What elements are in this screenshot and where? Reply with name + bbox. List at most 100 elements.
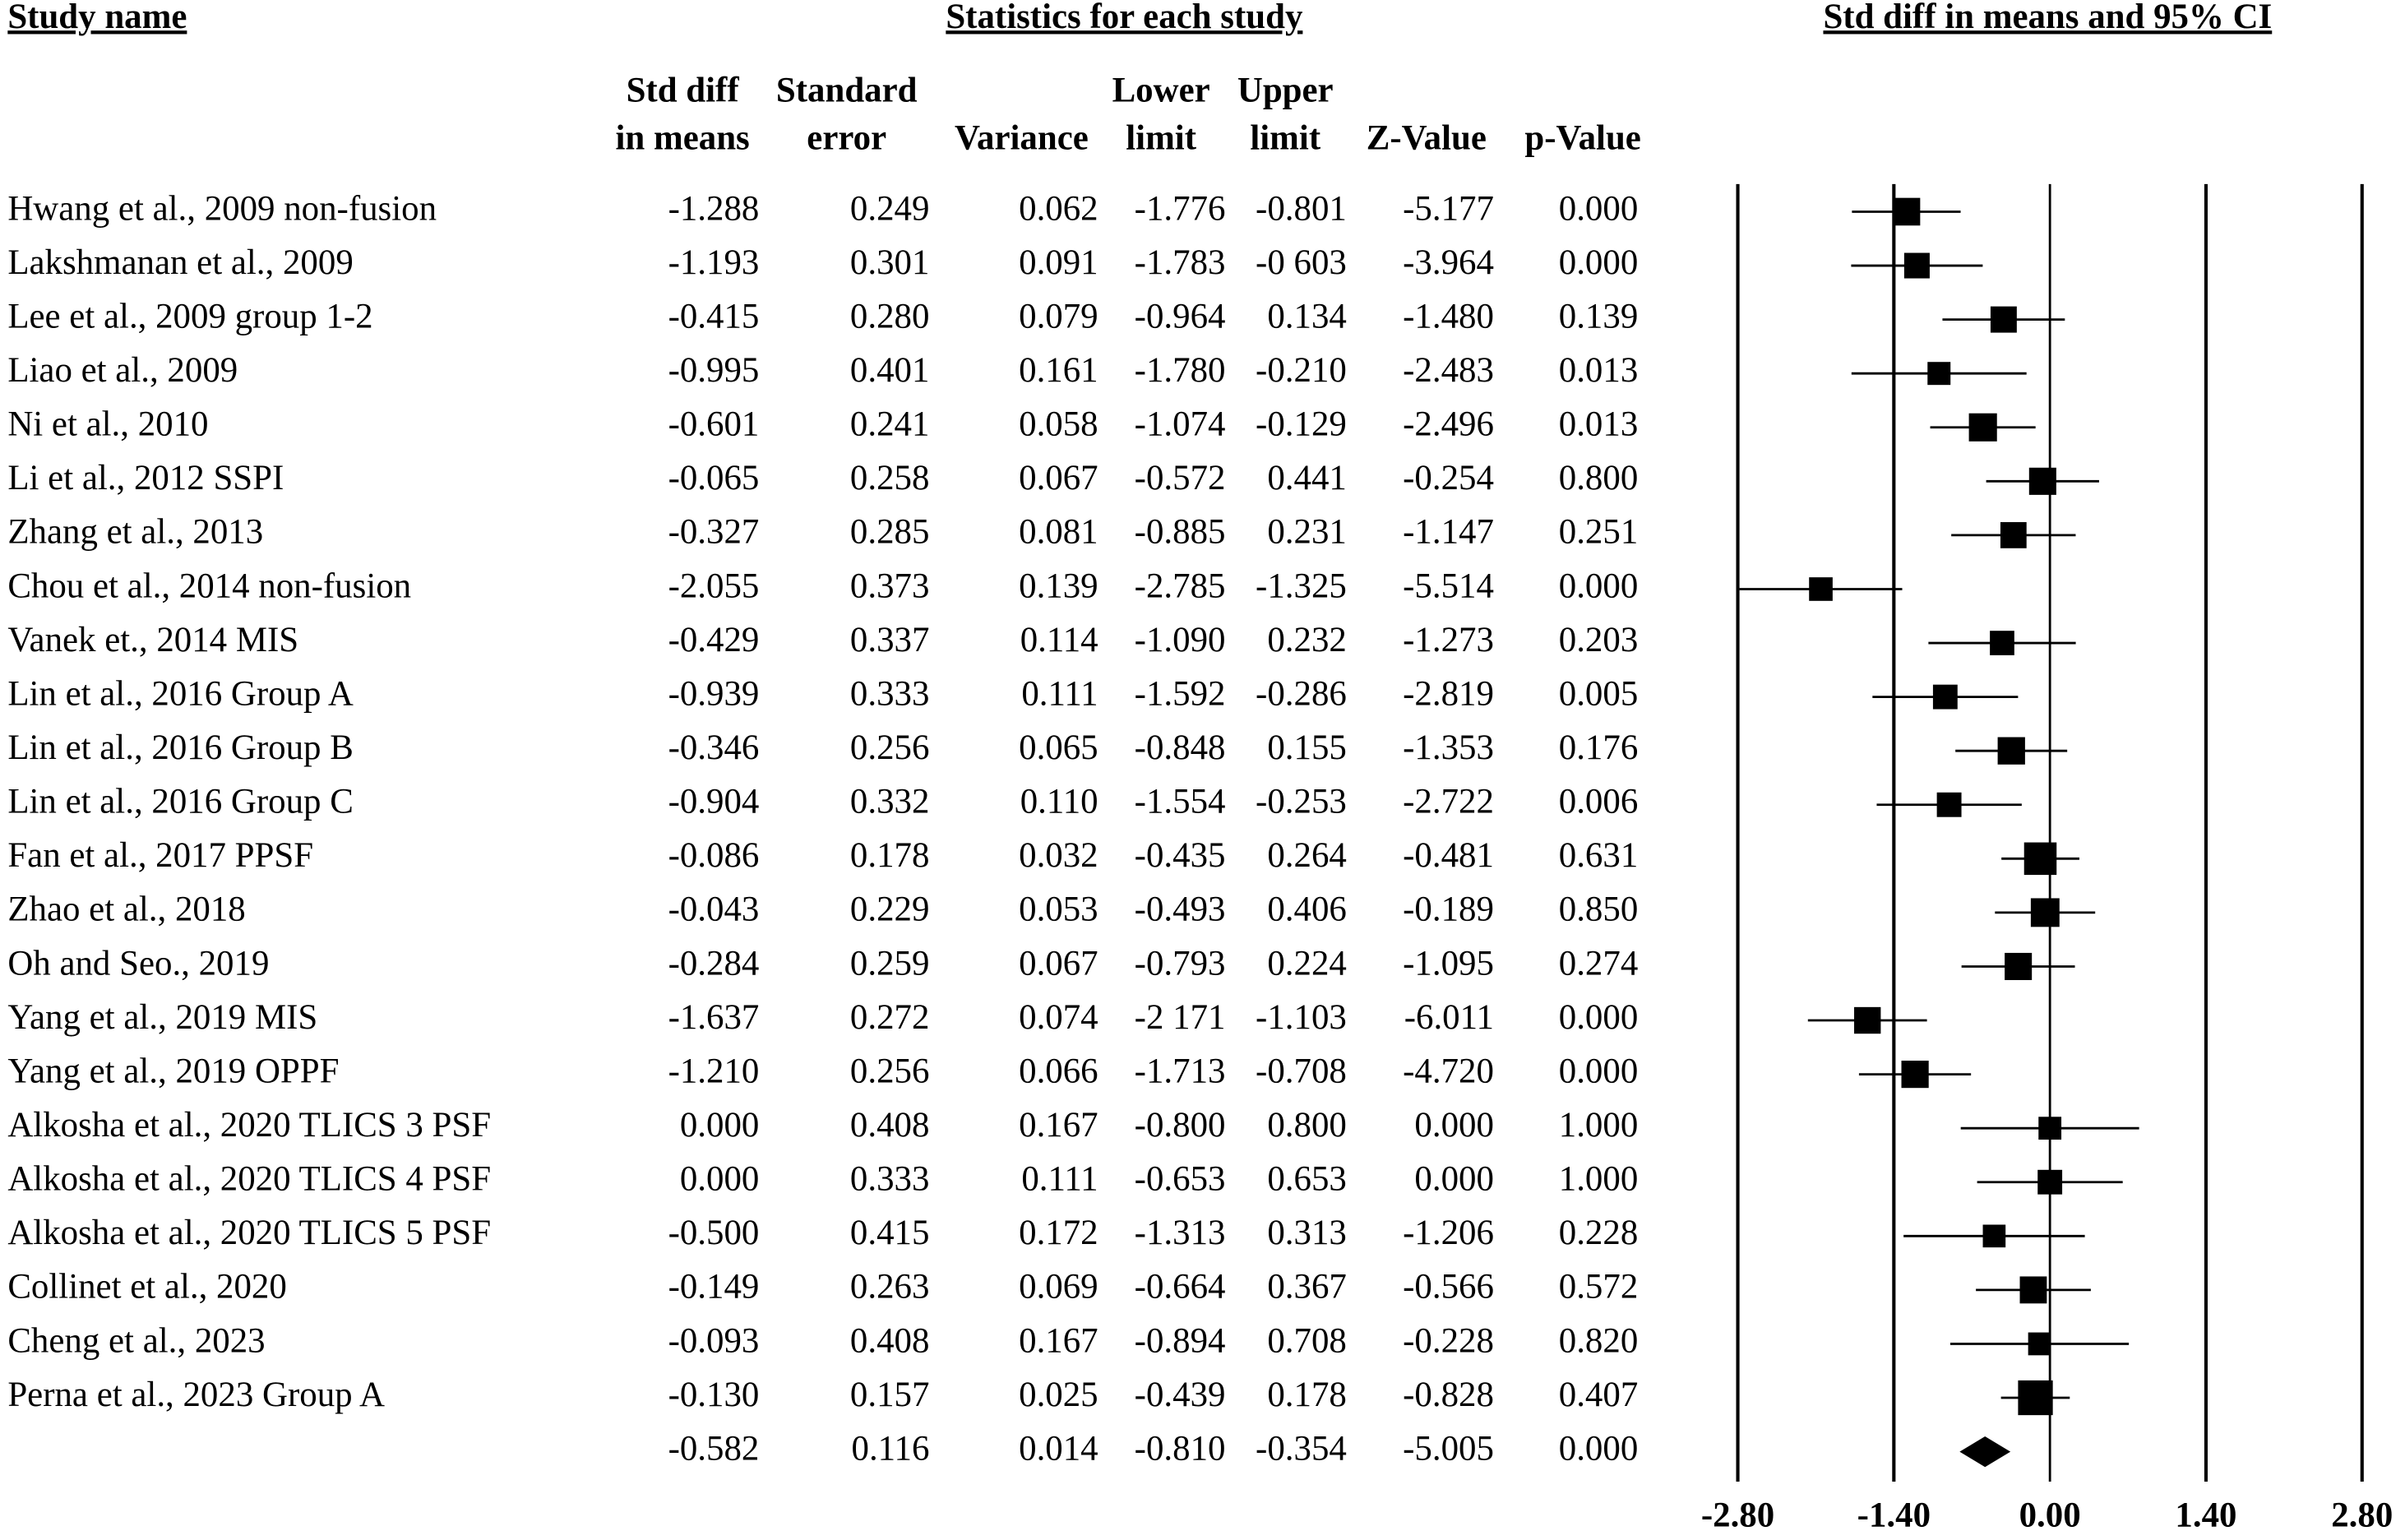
table-cell: -0.572 (1135, 459, 1226, 497)
table-cell: -0.601 (668, 405, 760, 444)
table-cell: 0.167 (1019, 1106, 1098, 1145)
effect-square (1901, 1061, 1929, 1089)
table-cell: -1.776 (1135, 189, 1226, 228)
table-cell: 0.081 (1019, 513, 1098, 552)
column-header: Standard (776, 72, 918, 110)
column-header: error (807, 119, 886, 158)
table-cell: 0.000 (1559, 189, 1639, 228)
group-header: Statistics for each study (946, 0, 1303, 36)
table-cell: 0.285 (850, 513, 930, 552)
table-cell: -0.086 (668, 836, 760, 875)
effect-square (1990, 631, 2014, 655)
table-cell: -0.800 (1135, 1106, 1226, 1145)
table-cell: -4.720 (1403, 1052, 1494, 1090)
effect-square (1927, 362, 1951, 386)
table-cell: -0.939 (668, 674, 760, 713)
column-header: Lower (1112, 72, 1210, 110)
table-cell: 0.313 (1267, 1214, 1347, 1252)
column-header: limit (1126, 119, 1196, 158)
table-cell: 0.013 (1559, 351, 1639, 390)
effect-square (1990, 306, 2017, 333)
table-cell: 0.653 (1267, 1160, 1347, 1199)
table-cell: -0 603 (1256, 243, 1347, 282)
effect-square (2028, 467, 2056, 495)
effect-square (1932, 684, 1958, 710)
effect-square (2000, 522, 2027, 548)
table-cell: 0.850 (1559, 890, 1639, 929)
table-cell: -1.480 (1403, 297, 1494, 335)
table-cell: -0.354 (1256, 1429, 1347, 1468)
table-cell: 0.032 (1019, 836, 1098, 875)
study-name: Collinet et al., 2020 (7, 1268, 287, 1306)
effect-square (1936, 792, 1962, 817)
study-name: Lee et al., 2009 group 1-2 (7, 297, 372, 335)
table-cell: -1.313 (1135, 1214, 1226, 1252)
table-cell: 0.074 (1019, 998, 1098, 1037)
table-cell: 0.000 (1559, 243, 1639, 282)
table-cell: -1.193 (668, 243, 760, 282)
table-cell: 0.259 (850, 944, 930, 983)
table-cell: -0.210 (1256, 351, 1347, 390)
table-cell: -1.325 (1256, 567, 1347, 605)
table-cell: -0.810 (1135, 1429, 1226, 1468)
study-name: Chou et al., 2014 non-fusion (7, 567, 411, 605)
table-cell: 0.441 (1267, 459, 1347, 497)
table-cell: 0.203 (1559, 621, 1639, 659)
effect-square (2037, 1169, 2063, 1195)
table-cell: -1.592 (1135, 674, 1226, 713)
table-cell: -0.189 (1403, 890, 1494, 929)
table-cell: 0.408 (850, 1106, 930, 1145)
column-header: Upper (1237, 72, 1334, 110)
table-cell: -0.653 (1135, 1160, 1226, 1199)
table-cell: 0.114 (1020, 621, 1098, 659)
table-cell: 0.367 (1267, 1268, 1347, 1306)
study-name: Alkosha et al., 2020 TLICS 3 PSF (7, 1106, 491, 1145)
table-cell: -0.228 (1403, 1321, 1494, 1360)
chart-title: Std diff in means and 95% CI (1823, 0, 2272, 36)
table-cell: 0.067 (1019, 459, 1098, 497)
table-cell: 0.000 (1414, 1160, 1494, 1199)
study-name: Perna et al., 2023 Group A (7, 1376, 385, 1414)
table-cell: 0.067 (1019, 944, 1098, 983)
study-name: Lin et al., 2016 Group A (7, 674, 354, 713)
study-name: Vanek et., 2014 MIS (7, 621, 298, 659)
table-cell: -0.130 (668, 1376, 760, 1414)
table-cell: -1.288 (668, 189, 760, 228)
table-cell: 0.065 (1019, 728, 1098, 767)
table-cell: 0.000 (1414, 1106, 1494, 1145)
table-cell: -1.147 (1403, 513, 1494, 552)
study-name: Alkosha et al., 2020 TLICS 5 PSF (7, 1214, 491, 1252)
table-cell: -0.254 (1403, 459, 1494, 497)
table-cell: 0.110 (1020, 783, 1098, 821)
table-cell: 0.111 (1021, 674, 1098, 713)
study-name: Fan et al., 2017 PPSF (7, 836, 313, 875)
table-cell: 0.272 (850, 998, 930, 1037)
table-cell: 0.631 (1559, 836, 1639, 875)
table-cell: -0.828 (1403, 1376, 1494, 1414)
table-cell: 0.000 (1559, 567, 1639, 605)
study-name: Lin et al., 2016 Group C (7, 783, 354, 821)
table-cell: -1.090 (1135, 621, 1226, 659)
table-cell: -0.582 (668, 1429, 760, 1468)
effect-square (1982, 1224, 2006, 1248)
x-tick-label: 2.80 (2331, 1496, 2393, 1535)
table-cell: 0.053 (1019, 890, 1098, 929)
table-cell: -1.103 (1256, 998, 1347, 1037)
table-cell: 0.116 (852, 1429, 930, 1468)
table-cell: -0.793 (1135, 944, 1226, 983)
effect-square (2030, 898, 2060, 927)
table-cell: 0.224 (1267, 944, 1347, 983)
table-cell: 0.178 (1267, 1376, 1347, 1414)
table-cell: -0.481 (1403, 836, 1494, 875)
table-cell: 0.167 (1019, 1321, 1098, 1360)
study-name: Lin et al., 2016 Group B (7, 728, 354, 767)
table-cell: -1.273 (1403, 621, 1494, 659)
table-cell: -1.780 (1135, 351, 1226, 390)
x-tick-label: 1.40 (2175, 1496, 2236, 1535)
column-header: Std diff (627, 72, 740, 110)
table-cell: -0.904 (668, 783, 760, 821)
study-name: Li et al., 2012 SSPI (7, 459, 284, 497)
study-name: Zhang et al., 2013 (7, 513, 263, 552)
table-cell: -2.819 (1403, 674, 1494, 713)
table-cell: 0.408 (850, 1321, 930, 1360)
